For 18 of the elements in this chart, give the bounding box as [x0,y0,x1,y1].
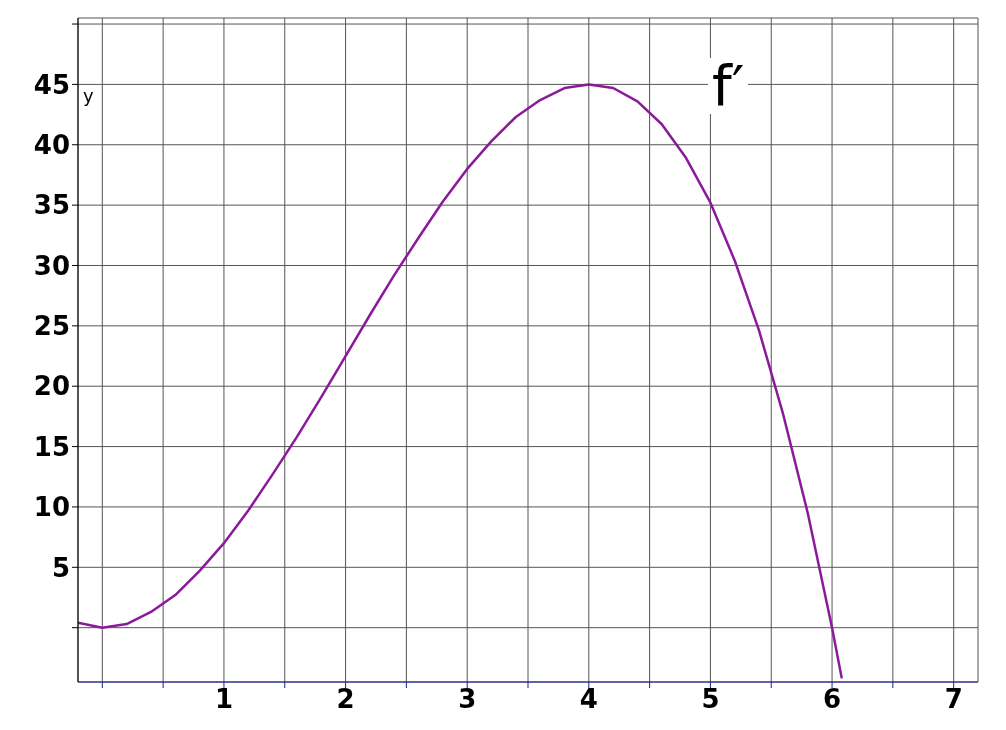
annotation: f′ [711,53,746,118]
y-tick-label: 10 [33,492,70,523]
x-tick-label: 2 [336,684,355,715]
y-tick-label: 40 [33,129,70,160]
y-tick-label: 5 [51,552,70,583]
x-tick-label: 3 [458,684,477,715]
x-tick-label: 1 [214,684,233,715]
y-tick-label: 35 [33,190,70,221]
y-tick-label: 30 [33,250,70,281]
x-tick-label: 4 [579,684,598,715]
y-tick-label: 25 [33,311,70,342]
x-tick-label: 6 [823,684,842,715]
y-axis-title: y [83,85,94,107]
y-tick-label: 20 [33,371,70,402]
y-tick-label: 45 [33,69,70,100]
y-tick-label: 15 [33,431,70,462]
x-tick-label: 7 [944,684,963,715]
x-tick-label: 5 [701,684,720,715]
